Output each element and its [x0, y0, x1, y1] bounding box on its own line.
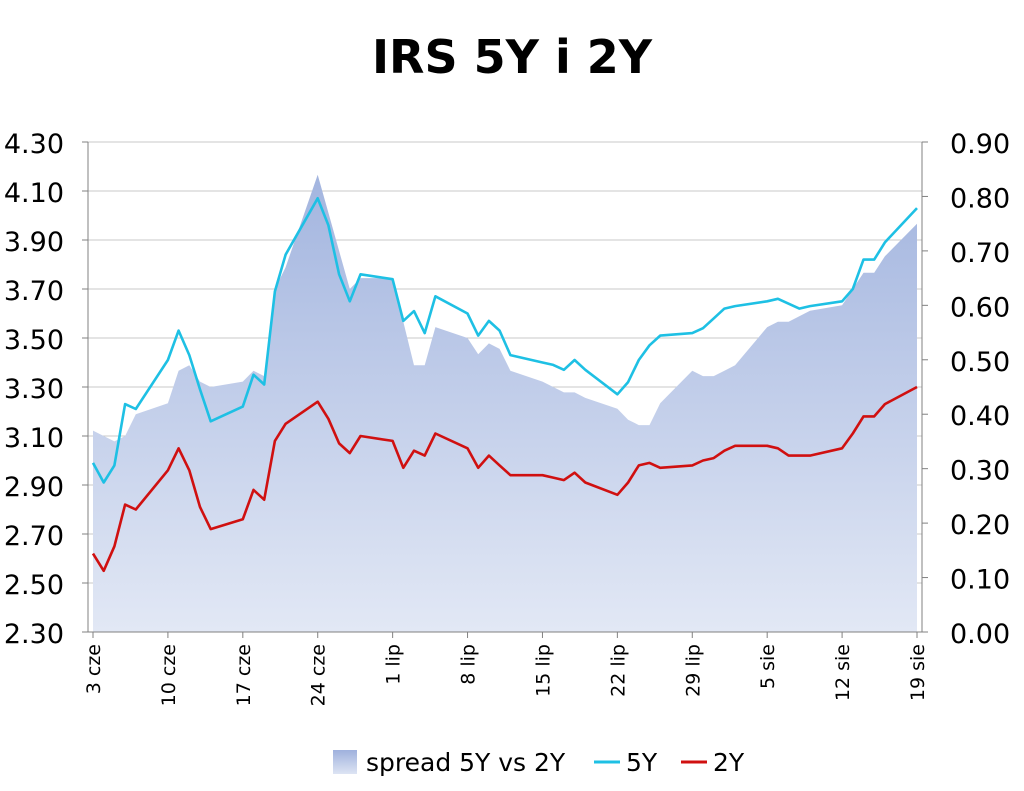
x-tick-label: 12 sie [832, 644, 854, 701]
legend-label-spread: spread 5Y vs 2Y [366, 748, 566, 777]
x-tick-label: 8 lip [458, 644, 480, 685]
x-tick-label: 1 lip [383, 644, 405, 685]
y-left-tick-label: 3.10 [4, 423, 64, 454]
y-left-tick-label: 4.10 [4, 178, 64, 209]
x-tick-label: 5 sie [757, 644, 779, 689]
y-left-tick-label: 2.30 [4, 619, 64, 650]
chart-title: IRS 5Y i 2Y [371, 30, 653, 84]
legend-label-2y: 2Y [713, 748, 745, 777]
y-right-tick-label: 0.10 [950, 565, 1010, 596]
y-right-tick-label: 0.00 [950, 619, 1010, 650]
x-tick-label: 22 lip [607, 644, 629, 697]
y-right-tick-label: 0.90 [950, 129, 1010, 160]
y-right-tick-label: 0.30 [950, 456, 1010, 487]
x-tick-label: 24 cze [308, 644, 330, 706]
y-left-tick-label: 3.50 [4, 325, 64, 356]
series-line-2y [91, 385, 918, 573]
x-tick-label: 10 cze [158, 644, 180, 706]
legend-label-5y: 5Y [626, 748, 658, 777]
y-left-tick-label: 2.90 [4, 472, 64, 503]
x-tick-label: 19 sie [907, 644, 929, 701]
x-tick-label: 15 lip [532, 644, 554, 697]
legend: spread 5Y vs 2Y 5Y 2Y [333, 748, 745, 777]
y-right-tick-label: 0.20 [950, 510, 1010, 541]
series-area-spread-5y-vs-2y [93, 174, 917, 632]
y-right-tick-label: 0.60 [950, 292, 1010, 323]
y-left-tick-label: 4.30 [4, 129, 64, 160]
y-right-tick-label: 0.70 [950, 238, 1010, 269]
y-left-tick-label: 2.50 [4, 570, 64, 601]
y-left-tick-label: 3.90 [4, 227, 64, 258]
y-left-tick-label: 2.70 [4, 521, 64, 552]
legend-swatch-spread [333, 750, 357, 774]
x-tick-label: 29 lip [682, 644, 704, 697]
y-right-tick-label: 0.80 [950, 183, 1010, 214]
series-line-5y [91, 197, 918, 484]
x-tick-label: 17 cze [233, 644, 255, 706]
x-tick-label: 3 cze [83, 644, 105, 694]
y-left-tick-label: 3.70 [4, 276, 64, 307]
y-right-tick-label: 0.40 [950, 401, 1010, 432]
y-right-tick-label: 0.50 [950, 347, 1010, 378]
y-left-tick-label: 3.30 [4, 374, 64, 405]
